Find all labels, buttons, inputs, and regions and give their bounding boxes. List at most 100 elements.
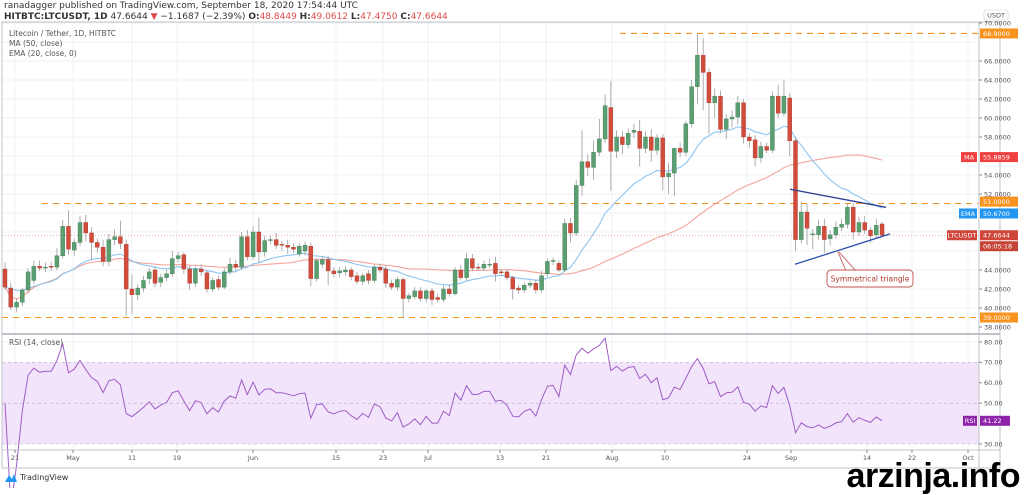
time-tick-label: Jun: [247, 454, 258, 462]
candle-body: [729, 116, 735, 120]
candle-body: [100, 246, 106, 262]
candle-down: [649, 129, 654, 162]
candle-body: [804, 211, 810, 229]
rsi-tick-label: 70.00: [984, 359, 1003, 367]
candle-up: [579, 130, 585, 196]
current-price-label-bg: [980, 230, 1018, 241]
ema-price-label-bg: [980, 208, 1018, 219]
price-change: −1.1687 (−2.39%): [160, 12, 246, 22]
candle-body: [608, 107, 614, 152]
candle-down: [100, 239, 106, 267]
candle-down: [123, 239, 129, 316]
price-tick-label: 66.0000: [984, 57, 1011, 65]
candle-body: [48, 266, 54, 268]
candle-body: [297, 246, 302, 255]
time-tick-label: 10: [661, 454, 669, 462]
currency-box: [983, 9, 1009, 21]
price-tick-label: 44.0000: [984, 266, 1011, 274]
symbol-name: HITBTC:LTCUSDT, 1D: [4, 12, 108, 22]
candle-up: [372, 264, 377, 284]
rsi-value-label: 41.22: [983, 417, 1002, 425]
rsi-axis[interactable]: 80.00 70.00 60.00 50.00 30.00: [979, 338, 1003, 448]
time-tick-label: 21: [11, 454, 19, 462]
candle-down: [862, 215, 867, 234]
time-axis[interactable]: 21 May 11 19 Jun 15 23 Jul 13 21 Aug 10 24 Sep 14 22 Oct: [11, 450, 974, 462]
annotation-pointer: [837, 251, 847, 272]
time-tick-label: 23: [379, 454, 387, 462]
candle-down: [510, 275, 515, 300]
candle-down: [475, 263, 481, 271]
candle-up: [222, 268, 227, 289]
candle-up: [441, 285, 446, 303]
time-tick-label: May: [66, 454, 80, 462]
rsi-tick-label: 30.00: [984, 440, 1003, 448]
candle-body: [227, 264, 233, 273]
candle-body: [60, 226, 65, 256]
candle-down: [533, 279, 539, 294]
candle-body: [643, 136, 648, 149]
time-tick-label: 21: [542, 454, 550, 462]
price-tick-label: 64.0000: [984, 76, 1011, 84]
candle-body: [706, 72, 712, 104]
resistance-price-label-bg: [980, 28, 1018, 39]
tradingview-logo[interactable]: TradingView: [5, 473, 68, 482]
candle-body: [735, 102, 740, 118]
candle-body: [637, 131, 642, 149]
candle-body: [320, 259, 325, 265]
candle-down: [89, 227, 94, 261]
candle-down: [48, 261, 54, 271]
candle-down: [279, 241, 285, 251]
candle-body: [164, 273, 169, 278]
legend-rsi[interactable]: RSI (14, close): [9, 338, 63, 347]
triangle-annotation[interactable]: Symmetrical triangle: [826, 251, 914, 288]
axis-labels: USDT 68.9000 55.8859 MA 51.0000 50.6700 EMA 47…: [947, 9, 1018, 426]
candle-body: [700, 55, 706, 73]
candle-up: [158, 273, 163, 288]
price-tick-label: 52.0000: [984, 190, 1011, 198]
price-axis[interactable]: 70.0000 66.0000 64.0000 62.0000 60.0000 58.00…: [979, 19, 1011, 331]
candle-body: [591, 151, 596, 168]
candle-body: [314, 260, 319, 279]
ma-line: [4, 154, 883, 300]
candle-up: [343, 266, 348, 276]
candle-down: [331, 267, 337, 278]
current-price-label: 47.6644: [983, 232, 1010, 240]
time-tick-label: 24: [743, 454, 751, 462]
candle-body: [695, 55, 700, 87]
legend-ema[interactable]: EMA (20, close, 0): [9, 49, 77, 58]
candle-body: [631, 130, 637, 133]
candle-down: [129, 274, 135, 314]
candle-body: [198, 268, 204, 273]
candle-up: [297, 243, 302, 257]
candle-up: [666, 162, 671, 194]
resistance-price-label: 68.9000: [983, 30, 1010, 38]
candle-body: [568, 223, 573, 234]
candle-body: [262, 240, 267, 253]
candle-up: [54, 248, 60, 270]
candle-up: [464, 252, 469, 281]
candle-body: [372, 266, 377, 281]
candle-body: [602, 105, 608, 140]
candle-down: [400, 277, 406, 318]
candle-body: [147, 271, 152, 279]
candle-body: [54, 255, 60, 268]
candle-up: [562, 218, 567, 272]
candle-up: [412, 287, 417, 300]
candle-body: [302, 245, 308, 252]
candle-body: [533, 283, 539, 291]
candle-body: [516, 287, 521, 291]
candle-body: [129, 288, 135, 295]
candle-down: [198, 264, 204, 276]
candle-up: [43, 262, 48, 272]
candle-up: [25, 268, 31, 294]
candle-body: [14, 302, 19, 308]
candle-up: [164, 270, 169, 282]
symmetrical-triangle[interactable]: [789, 188, 891, 265]
candle-down: [418, 287, 423, 302]
candle-down: [470, 253, 475, 271]
candle-down: [608, 80, 614, 192]
candle-body: [268, 239, 273, 241]
ema-tag: EMA: [961, 210, 976, 218]
legend-ma[interactable]: MA (50, close): [9, 39, 63, 48]
